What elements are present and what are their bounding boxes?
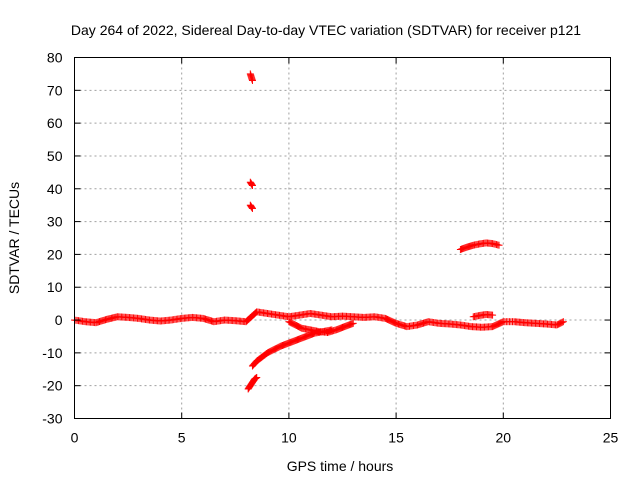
data-point — [489, 311, 497, 319]
x-tick-label: 0 — [71, 430, 79, 446]
y-tick-label: 0 — [55, 312, 63, 328]
data-point — [247, 180, 255, 188]
y-tick-label: 30 — [47, 214, 63, 230]
y-tick-label: -20 — [42, 378, 62, 394]
data-point — [253, 373, 261, 381]
data-point — [248, 204, 256, 212]
y-tick-label: 50 — [47, 148, 63, 164]
data-point — [248, 76, 256, 84]
data-point — [251, 309, 259, 317]
grid — [74, 57, 611, 419]
y-tick-label: -30 — [42, 411, 62, 427]
x-tick-label: 5 — [178, 430, 186, 446]
y-tick-label: 40 — [47, 181, 63, 197]
x-tick-label: 25 — [603, 430, 619, 446]
x-tick-label: 10 — [281, 430, 297, 446]
data-point — [349, 319, 357, 327]
x-axis-label: GPS time / hours — [287, 458, 394, 474]
data-point — [251, 375, 259, 383]
y-tick-label: -10 — [42, 345, 62, 361]
y-tick-label: 20 — [47, 246, 63, 262]
data-point — [247, 203, 255, 211]
data-point — [248, 181, 256, 189]
axis-ticks: 0 5 10 15 20 25 -30 -20 -10 0 10 20 30 40 50 60 70 80 — [42, 50, 618, 446]
data-point — [495, 241, 503, 249]
data-points — [71, 70, 567, 393]
data-point — [248, 204, 256, 212]
y-tick-label: 60 — [47, 115, 63, 131]
x-tick-label: 20 — [496, 430, 512, 446]
plot-frame — [74, 57, 611, 419]
y-tick-label: 70 — [47, 82, 63, 98]
chart-title: Day 264 of 2022, Sidereal Day-to-day VTE… — [71, 22, 581, 38]
data-point — [252, 374, 260, 382]
data-point — [558, 318, 566, 326]
x-tick-label: 15 — [388, 430, 404, 446]
data-point — [559, 318, 567, 326]
y-tick-label: 10 — [47, 279, 63, 295]
data-point — [248, 181, 256, 189]
y-tick-label: 80 — [47, 50, 63, 66]
y-axis-label: SDTVAR / TECUs — [6, 182, 22, 294]
